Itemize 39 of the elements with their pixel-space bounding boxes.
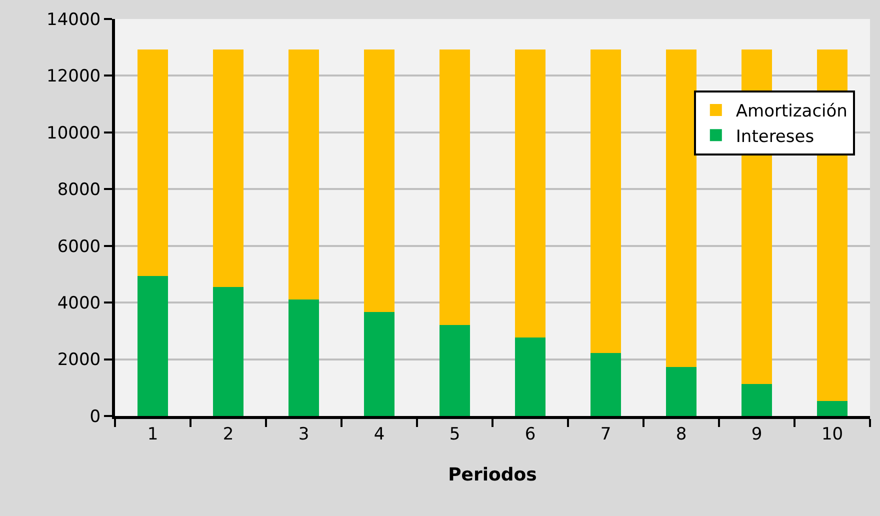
bar <box>213 49 244 287</box>
bar <box>666 49 696 367</box>
x-axis-title: Periodos <box>448 464 537 486</box>
y-tick-label: 0 <box>90 406 101 427</box>
bar <box>666 366 696 416</box>
x-tick-label: 5 <box>449 424 460 444</box>
y-tick-label: 6000 <box>57 236 101 257</box>
legend-label: Intereses <box>736 126 814 147</box>
bar <box>440 324 470 416</box>
y-tick-label: 12000 <box>46 66 101 87</box>
x-tick-label: 7 <box>600 424 612 444</box>
bar <box>288 300 319 416</box>
bar <box>515 338 546 416</box>
bar <box>138 276 168 416</box>
x-tick-label: 3 <box>298 424 310 444</box>
bar <box>590 352 621 416</box>
bar <box>213 286 244 416</box>
y-tick-label: 8000 <box>57 180 101 200</box>
y-tick-label: 10000 <box>46 123 101 144</box>
y-tick-label: 4000 <box>57 294 101 314</box>
bar <box>440 49 470 325</box>
bar <box>742 384 772 416</box>
x-tick-label: 2 <box>222 424 234 444</box>
x-tick-label: 9 <box>751 424 762 444</box>
y-tick-label: 2000 <box>57 350 101 370</box>
x-tick-label: 10 <box>821 424 844 444</box>
x-tick-label: 1 <box>147 424 158 444</box>
bar <box>817 400 848 416</box>
x-tick-label: 4 <box>374 424 385 444</box>
bar <box>590 49 621 353</box>
legend-label: Amortización <box>736 102 848 122</box>
y-tick-label: 14000 <box>46 10 101 30</box>
bar <box>138 49 168 276</box>
x-tick-label: 8 <box>676 424 687 444</box>
bar <box>515 49 546 338</box>
bar <box>364 312 394 416</box>
x-tick-label: 6 <box>524 424 536 444</box>
bar <box>364 49 394 312</box>
bar <box>288 49 319 300</box>
